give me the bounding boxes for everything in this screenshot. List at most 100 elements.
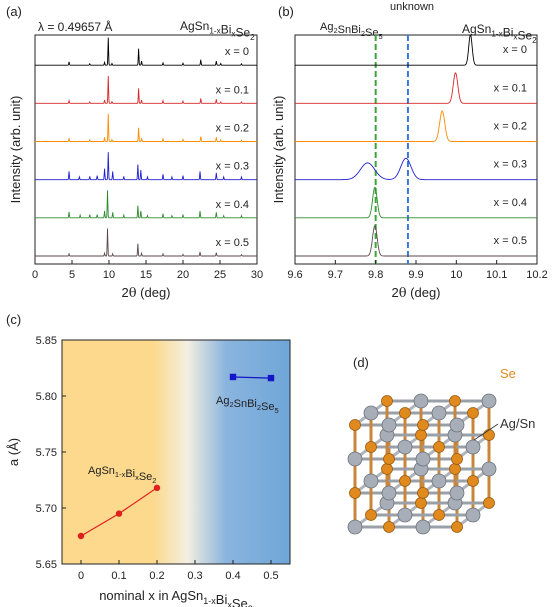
agsn-atom [381, 485, 397, 501]
agsn-atom [413, 393, 429, 409]
data-point-c [153, 484, 161, 492]
series-line-a [35, 152, 257, 181]
agsn-atom [465, 439, 481, 455]
y-tick-label-c: 5.80 [36, 391, 57, 403]
data-point-c [267, 374, 275, 382]
x-tick-label-c: 0.4 [225, 570, 240, 582]
panel-label-c: (c) [6, 312, 21, 327]
x-tick-label-a: 15 [140, 269, 152, 281]
x-tick-label-c: 0 [78, 570, 84, 582]
data-point-c [229, 373, 237, 381]
agsn-atom [431, 473, 447, 489]
x-tick-label-b: 10 [450, 269, 462, 281]
se-atom [349, 487, 361, 499]
annotation-ag2snbi2se5: Ag2SnBi2Se5 [320, 21, 383, 41]
se-atom [467, 407, 479, 419]
x-axis-label-b: 2θ (deg) [391, 285, 440, 301]
se-atom [433, 441, 445, 453]
data-point-c [115, 510, 123, 517]
background-band-c [62, 340, 290, 564]
x-tick-label-c: 0.5 [263, 570, 278, 582]
compound-label-b: AgSn1-xBixSe2 [462, 22, 537, 45]
series-label-b: x = 0.1 [494, 82, 527, 94]
se-atom [399, 475, 411, 487]
x-tick-label-b: 9.8 [368, 269, 383, 281]
y-tick-label-c: 5.70 [36, 503, 57, 515]
y-axis-label-c: a (Å) [6, 438, 21, 466]
series-line-a [35, 114, 257, 142]
series-line-b [295, 34, 537, 66]
se-atom [415, 497, 427, 509]
se-atom [417, 487, 429, 499]
series-label-b: x = 0.5 [494, 235, 527, 247]
y-tick-label-c: 5.85 [36, 335, 57, 347]
agsn-atom [449, 417, 465, 433]
x-tick-label-b: 10.1 [486, 269, 507, 281]
x-tick-label-c: 0.2 [149, 570, 164, 582]
series-line-b [295, 110, 537, 142]
se-atom [483, 429, 495, 441]
x-tick-label-a: 10 [103, 269, 115, 281]
agsn-atom [397, 507, 413, 523]
series-label-a: x = 0.1 [216, 84, 249, 96]
series-label-b: x = 0 [503, 44, 527, 56]
series-label-b: x = 0.4 [494, 197, 527, 209]
series-label-a: x = 0.2 [216, 123, 249, 135]
x-tick-label-c: 0.1 [111, 570, 126, 582]
series-label-a: x = 0.5 [216, 237, 249, 249]
se-atom [381, 463, 393, 475]
y-axis-label-b: Intensity (arb. unit) [271, 96, 286, 204]
series-label-a: x = 0.4 [216, 199, 249, 211]
se-atom [449, 463, 461, 475]
panel-label-d: (d) [353, 355, 369, 370]
se-atom [381, 395, 393, 407]
series-line-a [35, 75, 257, 104]
compound-label-a: AgSn1-xBixSe2 [180, 19, 255, 42]
x-tick-label-a: 30 [251, 269, 263, 281]
crystal-structure [347, 393, 497, 535]
plot-frame-b [294, 34, 538, 265]
x-tick-label-a: 25 [214, 269, 226, 281]
x-tick-label-c: 0.3 [187, 570, 202, 582]
x-tick-label-b: 10.2 [526, 269, 547, 281]
se-atom [433, 509, 445, 521]
y-tick-label-c: 5.75 [36, 447, 57, 459]
agsn-atom [363, 473, 379, 489]
agsn-atom [431, 405, 447, 421]
se-atom [417, 419, 429, 431]
se-atom [383, 453, 395, 465]
series-line-a [35, 37, 257, 66]
y-axis-label-a: Intensity (arb. unit) [8, 96, 23, 204]
se-atom [451, 453, 463, 465]
x-tick-label-b: 9.6 [287, 269, 302, 281]
annotation-unknown: unknown [390, 1, 434, 13]
series-label-a: x = 0 [225, 46, 249, 58]
agsn-atom [363, 405, 379, 421]
label-se: Se [500, 366, 516, 381]
series-line-c [232, 376, 272, 379]
se-atom [383, 521, 395, 533]
data-point-c [77, 532, 85, 540]
series-label-b: x = 0.3 [494, 159, 527, 171]
series-label-a: x = 0.3 [216, 161, 249, 173]
se-atom [365, 441, 377, 453]
agsn-atom [347, 451, 363, 467]
wavelength-label: λ = 0.49657 Å [38, 19, 112, 34]
se-atom [467, 475, 479, 487]
x-tick-label-a: 5 [69, 269, 75, 281]
x-axis-label-c: nominal x in AgSn1-xBixSe2 [99, 588, 253, 607]
agsn-atom [381, 417, 397, 433]
panel-label-a: (a) [6, 4, 22, 19]
se-atom [399, 407, 411, 419]
x-axis-label-a: 2θ (deg) [121, 285, 170, 301]
agsn-atom [481, 393, 497, 409]
se-atom [365, 509, 377, 521]
plot-frame-a [34, 34, 258, 265]
agsn-atom [415, 519, 431, 535]
series-label-b: x = 0.2 [494, 121, 527, 133]
series-line-b [295, 157, 537, 181]
x-tick-label-a: 0 [32, 269, 38, 281]
agsn-atom [449, 485, 465, 501]
agsn-atom [415, 451, 431, 467]
agsn-atom [397, 439, 413, 455]
